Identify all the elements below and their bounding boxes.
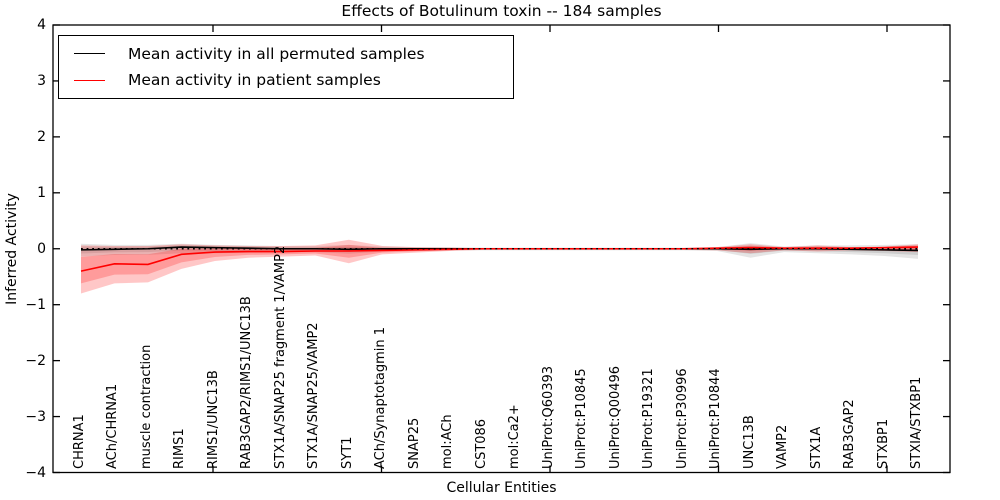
y-tick-label: −1 — [25, 296, 46, 313]
uncertainty-band-inner — [81, 245, 918, 256]
y-tick-label: 1 — [37, 184, 46, 201]
x-category-label: UniProt:P10845 — [574, 368, 590, 469]
x-category-label: UniProt:P19321 — [641, 368, 657, 469]
y-tick-label: 0 — [37, 240, 46, 257]
chart-title: Effects of Botulinum toxin -- 184 sample… — [341, 2, 662, 20]
y-tick-label: 3 — [37, 72, 46, 89]
red-line-sample-icon — [74, 79, 105, 81]
x-category-label: UniProt:Q00496 — [607, 365, 623, 469]
uncertainty-band-outer — [81, 239, 918, 294]
x-category-label: STX1A/SNAP25 fragment 1/VAMP2 — [272, 245, 288, 469]
y-tick-label: −4 — [25, 464, 46, 481]
x-category-label: CHRNA1 — [72, 414, 87, 469]
uncertainty-band-outer — [81, 243, 918, 259]
legend-item-patient: Mean activity in patient samples — [59, 71, 513, 89]
legend-label-patient: Mean activity in patient samples — [128, 71, 381, 90]
x-category-label: ACh/CHRNA1 — [105, 383, 121, 469]
x-category-label: ACh/Synaptotagmin 1 — [373, 326, 389, 469]
black-line-sample-icon — [74, 53, 105, 55]
x-category-label: RIMS1/UNC13B — [205, 370, 221, 469]
x-category-label: mol:Ca2+ — [507, 404, 523, 469]
x-category-label: SNAP25 — [406, 417, 422, 469]
x-category-label: UniProt:P30996 — [674, 368, 690, 469]
x-category-label: mol:ACh — [440, 414, 456, 469]
x-category-label: CST086 — [473, 418, 489, 469]
legend-label-permuted: Mean activity in all permuted samples — [128, 44, 425, 63]
legend-item-permuted: Mean activity in all permuted samples — [59, 45, 513, 63]
x-axis-title: Cellular Entities — [446, 480, 557, 496]
x-category-label: STXBP1 — [875, 418, 891, 469]
x-category-label: STXIA/STXBP1 — [909, 376, 924, 469]
y-tick-label: −2 — [25, 352, 46, 369]
x-category-label: STX1A — [808, 426, 824, 469]
x-category-label: STX1A/SNAP25/VAMP2 — [306, 322, 322, 469]
legend: Mean activity in all permuted samples Me… — [58, 35, 514, 99]
x-category-label: RIMS1 — [172, 428, 188, 469]
x-category-label: UniProt:P10844 — [708, 368, 724, 469]
x-category-label: SYT1 — [339, 436, 355, 469]
patient-mean-line — [80, 246, 919, 272]
x-category-label: RAB3GAP2/RIMS1/UNC13B — [239, 296, 255, 469]
y-axis-title: Inferred Activity — [4, 193, 20, 305]
x-category-label: UNC13B — [741, 415, 757, 469]
y-tick-label: 4 — [37, 17, 46, 33]
x-category-label: VAMP2 — [775, 424, 791, 469]
x-category-label: RAB3GAP2 — [842, 399, 858, 469]
x-category-label: UniProt:Q60393 — [540, 365, 556, 469]
x-category-label: muscle contraction — [138, 344, 154, 469]
y-tick-label: −3 — [25, 408, 46, 425]
y-tick-label: 2 — [37, 128, 46, 145]
